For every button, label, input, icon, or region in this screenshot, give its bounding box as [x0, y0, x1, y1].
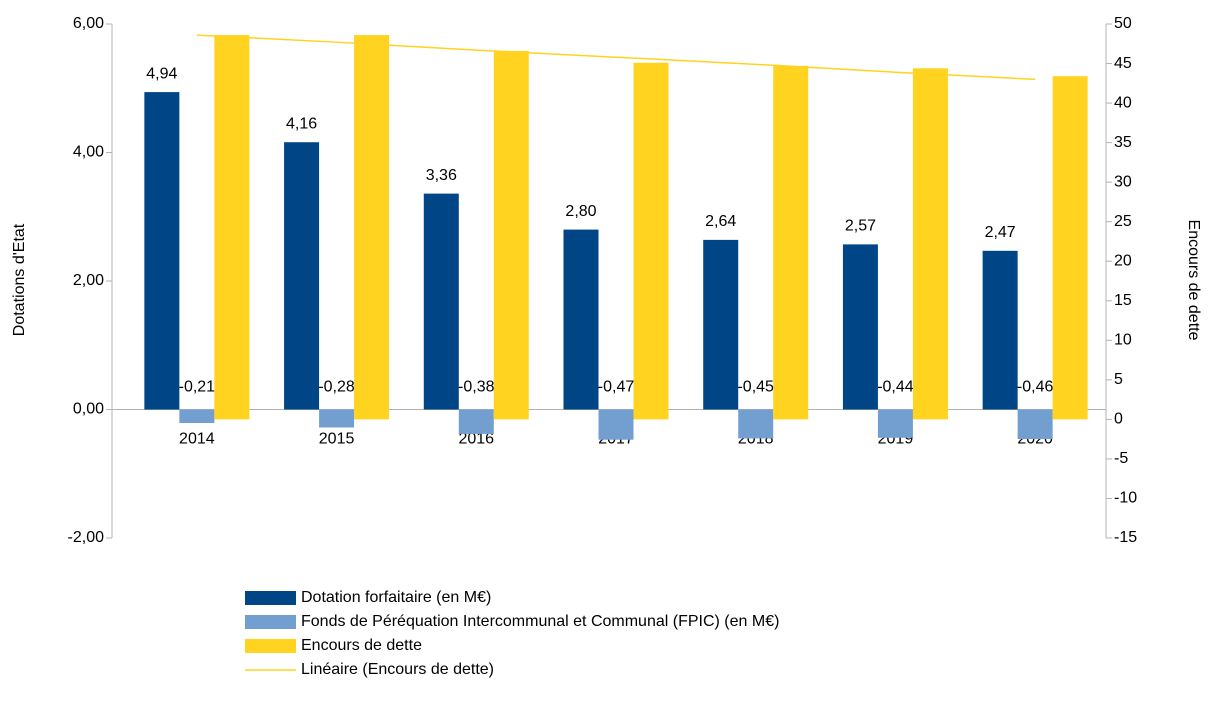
data-label: 2,80 [565, 203, 596, 220]
x-tick-label: 2016 [458, 431, 494, 448]
y2-tick-label: 10 [1114, 332, 1132, 349]
data-label: 3,36 [426, 167, 457, 184]
x-tick-label: 2014 [179, 431, 215, 448]
bar [633, 62, 669, 420]
data-label: -0,28 [318, 379, 355, 396]
bar [773, 65, 809, 420]
legend-label: Linéaire (Encours de dette) [301, 661, 494, 678]
bar [598, 409, 634, 440]
bar [1017, 409, 1053, 440]
bar [563, 229, 599, 410]
y2-tick-label: 20 [1114, 252, 1132, 269]
bar [877, 409, 913, 438]
data-label: -0,21 [179, 379, 216, 396]
y2-tick-label: 0 [1114, 411, 1123, 428]
data-label: 4,94 [146, 65, 177, 82]
data-label: 2,57 [845, 218, 876, 235]
legend-swatch [245, 615, 296, 629]
bar [1052, 76, 1088, 420]
legend-swatch [245, 591, 296, 605]
y-tick-label: 0,00 [73, 401, 104, 418]
y2-tick-label: 15 [1114, 292, 1132, 309]
y-axis-title: Dotations d'Etat [11, 223, 28, 336]
legend-swatch [245, 639, 296, 653]
data-label: 2,47 [985, 224, 1016, 241]
y-tick-label: 2,00 [73, 272, 104, 289]
y2-tick-label: 30 [1114, 173, 1132, 190]
bar [144, 92, 180, 410]
y2-tick-label: -15 [1114, 529, 1137, 546]
bar [319, 409, 355, 428]
data-label: -0,38 [458, 379, 495, 396]
y2-tick-label: 45 [1114, 55, 1132, 72]
y-tick-label: 6,00 [73, 15, 104, 32]
bar [423, 193, 459, 410]
bar [214, 35, 250, 420]
bar [738, 409, 774, 439]
bar [284, 142, 320, 410]
y-tick-label: -2,00 [68, 529, 105, 546]
bar [703, 239, 739, 410]
y2-tick-label: 40 [1114, 94, 1132, 111]
legend-label: Encours de dette [301, 637, 422, 654]
data-label: -0,44 [877, 379, 914, 396]
x-tick-label: 2015 [319, 431, 355, 448]
bar [354, 35, 390, 420]
bar [179, 409, 215, 423]
y2-tick-label: -5 [1114, 450, 1128, 467]
y2-tick-label: 5 [1114, 371, 1123, 388]
y2-tick-label: 35 [1114, 134, 1132, 151]
bar [982, 250, 1018, 410]
data-label: 2,64 [705, 213, 736, 230]
legend-label: Dotation forfaitaire (en M€) [301, 589, 491, 606]
data-label: -0,47 [598, 379, 635, 396]
legend-label: Fonds de Péréquation Intercommunal et Co… [301, 613, 779, 630]
y2-tick-label: 25 [1114, 213, 1132, 230]
bar [493, 50, 529, 420]
y2-axis-title: Encours de dette [1185, 220, 1202, 341]
data-label: -0,46 [1017, 379, 1054, 396]
y-tick-label: 4,00 [73, 144, 104, 161]
y2-tick-label: -10 [1114, 490, 1137, 507]
trend-line [196, 34, 1036, 81]
y2-tick-label: 50 [1114, 15, 1132, 32]
data-label: -0,45 [737, 379, 774, 396]
bar [458, 409, 494, 434]
data-label: 4,16 [286, 115, 317, 132]
bar [912, 68, 948, 420]
bar [842, 244, 878, 410]
